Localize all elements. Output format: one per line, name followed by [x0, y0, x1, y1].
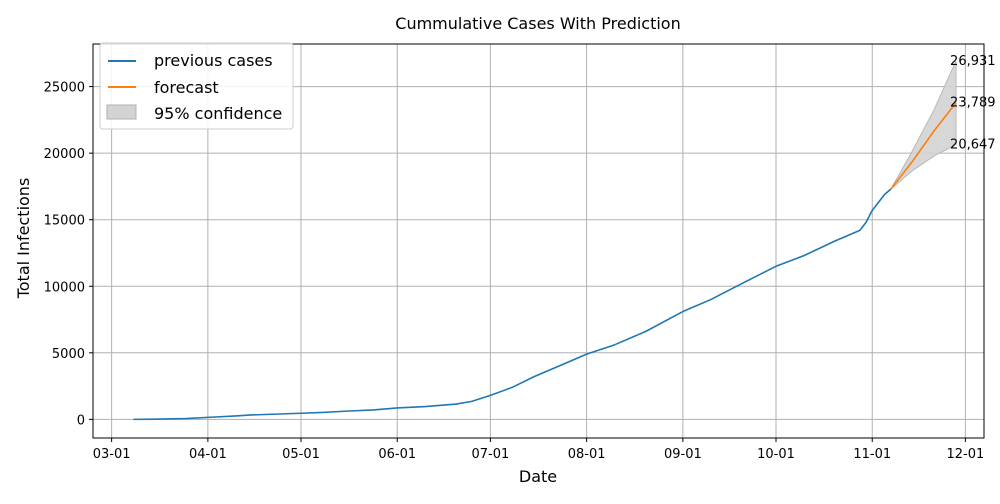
- x-tick-label: 10-01: [757, 447, 795, 462]
- y-tick-label: 20000: [44, 147, 85, 162]
- legend-label-forecast: forecast: [154, 78, 219, 97]
- legend-label-previous: previous cases: [154, 51, 273, 70]
- previous-cases-line: [133, 188, 892, 421]
- x-tick-label: 08-01: [568, 447, 606, 462]
- legend: previous cases forecast 95% confidence: [99, 42, 294, 130]
- x-tick-label: 12-01: [946, 447, 984, 462]
- grid: [93, 44, 984, 438]
- legend-label-confidence: 95% confidence: [154, 104, 282, 123]
- x-tick-label: 09-01: [664, 447, 702, 462]
- annotation-label: 26,931: [950, 54, 996, 69]
- y-tick-label: 5000: [52, 347, 85, 362]
- y-tick-label: 10000: [44, 280, 85, 295]
- x-tick-label: 07-01: [471, 447, 509, 462]
- x-axis-label: Date: [519, 467, 557, 486]
- legend-swatch-confidence: [106, 104, 137, 120]
- y-tick-label: 25000: [44, 81, 85, 96]
- confidence-band-area: [890, 60, 957, 190]
- chart-title: Cummulative Cases With Prediction: [395, 14, 680, 33]
- annotation-label: 20,647: [950, 138, 996, 153]
- y-tick-label: 15000: [44, 214, 85, 229]
- confidence-band: [890, 60, 957, 190]
- x-tick-label: 11-01: [853, 447, 891, 462]
- series-lines: [133, 102, 957, 421]
- x-tick-label: 06-01: [378, 447, 416, 462]
- x-ticks: 03-01 04-01 05-01 06-01 07-01 08-01 09-01 10-01…: [93, 438, 984, 462]
- y-axis-label: Total Infections: [14, 178, 33, 300]
- legend-box: [99, 42, 294, 130]
- y-ticks: 0 5000 10000 15000 20000 25000: [44, 81, 93, 428]
- annotations: 26,931 23,789 20,647: [950, 54, 996, 153]
- plot-frame: [92, 43, 985, 439]
- x-tick-label: 03-01: [93, 447, 131, 462]
- forecast-line: [890, 102, 957, 190]
- annotation-label: 23,789: [950, 96, 996, 111]
- x-tick-label: 05-01: [282, 447, 320, 462]
- y-tick-label: 0: [77, 413, 85, 428]
- x-tick-label: 04-01: [189, 447, 227, 462]
